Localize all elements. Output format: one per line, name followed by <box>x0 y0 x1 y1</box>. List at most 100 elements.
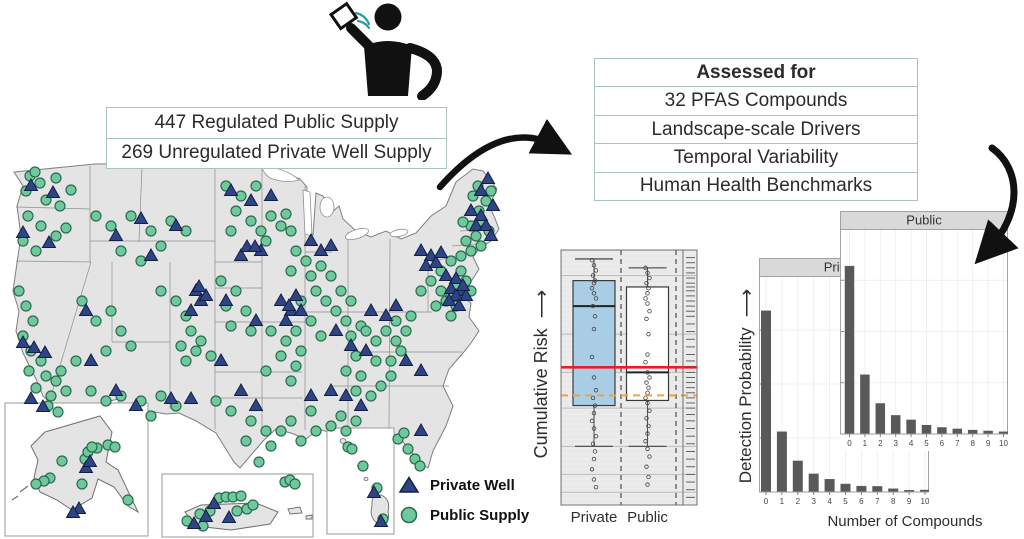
assessed-item-temporal: Temporal Variability <box>595 143 917 171</box>
private-well-site <box>303 387 319 401</box>
svg-text:7: 7 <box>875 497 880 506</box>
svg-text:3: 3 <box>893 439 898 448</box>
public-supply-site <box>460 235 472 247</box>
svg-text:4: 4 <box>909 439 914 448</box>
svg-text:9: 9 <box>907 497 912 506</box>
public-supply-site <box>260 235 272 247</box>
private-well-site <box>373 513 389 527</box>
public-supply-site <box>225 320 237 332</box>
private-well-site <box>451 297 467 311</box>
private-well-site <box>26 339 42 353</box>
private-well-site <box>247 238 263 252</box>
public-supply-site <box>455 250 467 262</box>
private-well-site <box>218 292 234 306</box>
private-well-site <box>183 390 199 404</box>
public-supply-site <box>350 385 362 397</box>
public-supply-site <box>335 410 347 422</box>
public-supply-site <box>457 216 469 228</box>
public-supply-site <box>195 335 207 347</box>
public-supply-site <box>275 425 287 437</box>
public-supply-site <box>390 335 402 347</box>
public-supply-site <box>23 365 35 377</box>
svg-text:2: 2 <box>796 497 801 506</box>
svg-text:4: 4 <box>827 497 832 506</box>
private-well-site <box>448 270 464 284</box>
public-supply-site <box>265 440 277 452</box>
public-supply-site <box>398 427 410 439</box>
public-supply-site <box>325 270 337 282</box>
svg-text:0: 0 <box>764 497 769 506</box>
public-supply-site <box>415 285 427 297</box>
private-well-site <box>323 237 339 251</box>
public-supply-site <box>445 310 457 322</box>
private-well-site <box>480 170 496 184</box>
public-supply-site <box>29 166 41 178</box>
public-supply-site <box>405 310 417 322</box>
public-supply-site <box>30 478 42 490</box>
svg-text:3: 3 <box>811 497 816 506</box>
public-supply-site <box>40 370 52 382</box>
svg-text:10: 10 <box>921 497 929 506</box>
assessed-for-title: Assessed for <box>696 61 816 83</box>
svg-text:1: 1 <box>780 497 785 506</box>
public-supply-site <box>295 345 307 357</box>
private-well-site <box>455 277 471 291</box>
legend-private-well: Private Well <box>398 476 529 494</box>
public-supply-site <box>445 255 457 267</box>
public-supply-site <box>350 415 362 427</box>
public-supply-site <box>305 405 317 417</box>
private-well-site <box>221 509 237 523</box>
private-well-site <box>233 382 249 396</box>
private-well-site <box>206 495 222 509</box>
public-supply-site <box>250 180 262 192</box>
svg-text:5: 5 <box>843 497 848 506</box>
private-well-site <box>288 287 304 301</box>
private-well-site <box>108 382 124 396</box>
public-supply-site <box>56 455 68 467</box>
public-supply-site <box>65 184 77 196</box>
private-well-site <box>328 322 344 336</box>
legend-public-supply: Public Supply <box>398 506 529 524</box>
public-supply-site <box>35 220 47 232</box>
public-supply-site <box>275 350 287 362</box>
public-supply-site <box>470 230 482 242</box>
public-supply-site <box>395 345 407 357</box>
private-well-site <box>273 292 289 306</box>
private-well-site <box>458 287 474 301</box>
public-supply-site <box>285 375 297 387</box>
private-well-site <box>343 337 359 351</box>
public-supply-site <box>355 370 367 382</box>
private-well-site <box>413 422 429 436</box>
public-supply-site <box>50 172 62 184</box>
assessed-item-pfas: 32 PFAS Compounds <box>595 86 917 114</box>
assessed-for-box: Assessed for 32 PFAS Compounds Landscape… <box>594 58 918 201</box>
svg-text:Public: Public <box>906 213 942 228</box>
public-supply-site <box>335 285 347 297</box>
public-supply-site <box>370 355 382 367</box>
private-well-site <box>191 278 207 292</box>
public-supply-site <box>245 215 257 227</box>
public-supply-site <box>280 335 292 347</box>
private-well-site <box>108 227 124 241</box>
svg-text:6: 6 <box>940 439 945 448</box>
public-supply-site <box>325 420 337 432</box>
private-well-site <box>338 387 354 401</box>
public-supply-site <box>435 285 447 297</box>
public-supply-site <box>85 385 97 397</box>
private-well-site <box>78 302 94 316</box>
public-supply-site <box>253 456 265 468</box>
private-well-site <box>223 182 239 196</box>
private-well-site <box>248 397 264 411</box>
public-supply-site <box>115 245 127 257</box>
public-supply-site <box>125 210 137 222</box>
public-supply-site <box>20 300 32 312</box>
public-supply-site <box>295 435 307 447</box>
private-well-site <box>441 292 457 306</box>
private-well-count: 269 Unregulated Private Well Supply <box>107 137 446 169</box>
public-supply-site <box>425 275 437 287</box>
public-supply-site <box>365 390 377 402</box>
public-supply-site <box>315 260 327 272</box>
public-supply-count: 447 Regulated Public Supply <box>154 111 399 133</box>
private-well-site <box>45 184 61 198</box>
